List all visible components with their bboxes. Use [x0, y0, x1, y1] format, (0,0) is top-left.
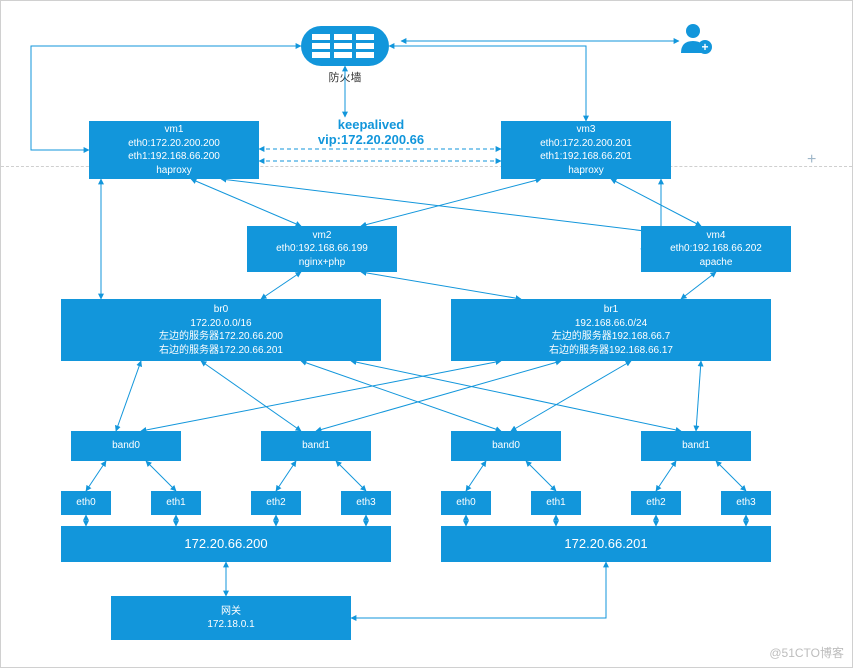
node-vm1: vm1eth0:172.20.200.200eth1:192.168.66.20…: [89, 121, 259, 179]
node-vm3: vm3eth0:172.20.200.201eth1:192.168.66.20…: [501, 121, 671, 179]
node-host0: 172.20.66.200: [61, 526, 391, 562]
node-gw: 网关172.18.0.1: [111, 596, 351, 640]
plus-mark: +: [807, 151, 816, 169]
node-band0a: band0: [71, 431, 181, 461]
node-band1a: band1: [261, 431, 371, 461]
node-br1: br1192.168.66.0/24左边的服务器192.168.66.7右边的服…: [451, 299, 771, 361]
node-e2: eth2: [251, 491, 301, 515]
firewall-label: 防火墙: [321, 69, 369, 85]
node-e1: eth1: [151, 491, 201, 515]
node-e0: eth0: [61, 491, 111, 515]
node-br0: br0172.20.0.0/16左边的服务器172.20.66.200右边的服务…: [61, 299, 381, 361]
firewall-node: [301, 26, 389, 66]
keepalived-text: keepalived: [291, 117, 451, 132]
keepalived-label: keepalived vip:172.20.200.66: [291, 117, 451, 147]
firewall-icon: [310, 32, 380, 60]
watermark: @51CTO博客: [769, 644, 844, 661]
node-e7: eth3: [721, 491, 771, 515]
node-host1: 172.20.66.201: [441, 526, 771, 562]
user-add-icon: +: [679, 21, 713, 60]
node-band0b: band0: [451, 431, 561, 461]
node-e6: eth2: [631, 491, 681, 515]
node-band1b: band1: [641, 431, 751, 461]
node-vm4: vm4eth0:192.168.66.202apache: [641, 226, 791, 272]
node-e5: eth1: [531, 491, 581, 515]
diagram-canvas: 防火墙 + keepalived vip:172.20.200.66 + vm1…: [0, 0, 853, 668]
node-e4: eth0: [441, 491, 491, 515]
node-e3: eth3: [341, 491, 391, 515]
node-vm2: vm2eth0:192.168.66.199nginx+php: [247, 226, 397, 272]
vip-text: vip:172.20.200.66: [291, 132, 451, 147]
svg-text:+: +: [701, 40, 708, 54]
